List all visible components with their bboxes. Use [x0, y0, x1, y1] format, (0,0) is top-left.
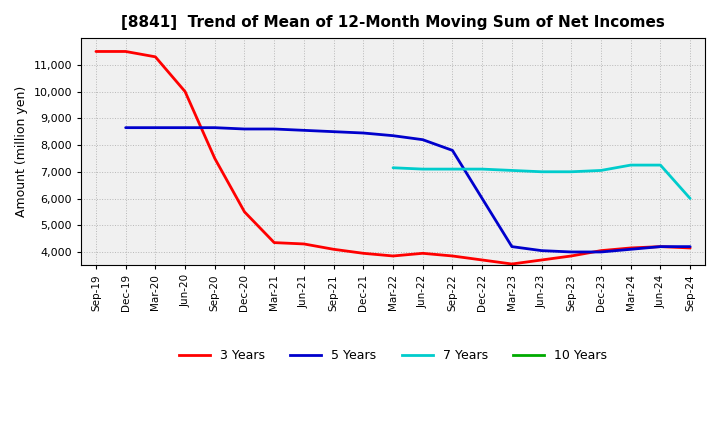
5 Years	[329, 129, 338, 134]
7 Years	[478, 166, 487, 172]
3 Years	[686, 246, 695, 251]
5 Years	[240, 126, 249, 132]
5 Years	[686, 244, 695, 249]
5 Years	[567, 249, 575, 255]
3 Years	[270, 240, 279, 245]
7 Years	[418, 166, 427, 172]
5 Years	[151, 125, 160, 130]
3 Years	[210, 156, 219, 161]
3 Years	[389, 253, 397, 259]
5 Years	[478, 196, 487, 201]
5 Years	[389, 133, 397, 138]
3 Years	[181, 89, 189, 94]
3 Years	[240, 209, 249, 215]
3 Years	[329, 247, 338, 252]
3 Years	[448, 253, 456, 259]
5 Years	[418, 137, 427, 142]
7 Years	[537, 169, 546, 174]
3 Years	[91, 49, 100, 54]
5 Years	[597, 249, 606, 255]
Line: 3 Years: 3 Years	[96, 51, 690, 264]
7 Years	[508, 168, 516, 173]
5 Years	[359, 130, 368, 136]
7 Years	[567, 169, 575, 174]
5 Years	[300, 128, 308, 133]
3 Years	[567, 253, 575, 259]
5 Years	[508, 244, 516, 249]
7 Years	[656, 162, 665, 168]
3 Years	[656, 244, 665, 249]
3 Years	[537, 257, 546, 263]
5 Years	[210, 125, 219, 130]
5 Years	[270, 126, 279, 132]
3 Years	[597, 248, 606, 253]
Title: [8841]  Trend of Mean of 12-Month Moving Sum of Net Incomes: [8841] Trend of Mean of 12-Month Moving …	[121, 15, 665, 30]
7 Years	[626, 162, 635, 168]
3 Years	[508, 261, 516, 267]
5 Years	[181, 125, 189, 130]
7 Years	[448, 166, 456, 172]
Line: 7 Years: 7 Years	[393, 165, 690, 198]
7 Years	[686, 196, 695, 201]
7 Years	[597, 168, 606, 173]
3 Years	[359, 251, 368, 256]
7 Years	[389, 165, 397, 170]
5 Years	[122, 125, 130, 130]
5 Years	[656, 244, 665, 249]
5 Years	[448, 148, 456, 153]
3 Years	[300, 241, 308, 246]
Y-axis label: Amount (million yen): Amount (million yen)	[15, 86, 28, 217]
3 Years	[151, 54, 160, 59]
3 Years	[418, 251, 427, 256]
3 Years	[122, 49, 130, 54]
3 Years	[626, 246, 635, 251]
5 Years	[537, 248, 546, 253]
5 Years	[626, 247, 635, 252]
3 Years	[478, 257, 487, 263]
Line: 5 Years: 5 Years	[126, 128, 690, 252]
Legend: 3 Years, 5 Years, 7 Years, 10 Years: 3 Years, 5 Years, 7 Years, 10 Years	[174, 344, 612, 367]
